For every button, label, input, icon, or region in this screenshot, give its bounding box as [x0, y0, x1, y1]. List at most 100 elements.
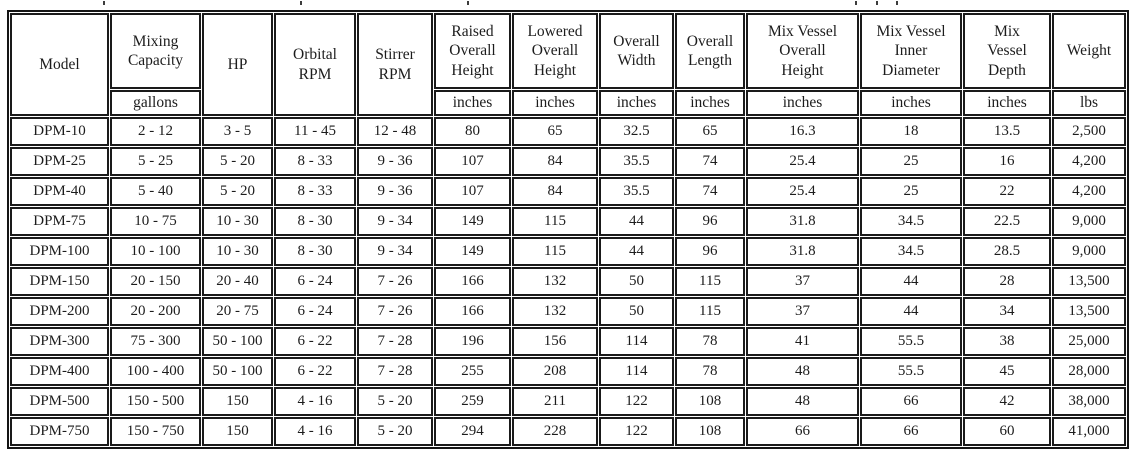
model-cell: DPM-300: [10, 327, 109, 356]
spec-value-cell: 35.5: [599, 177, 674, 206]
spec-value-cell: 132: [512, 267, 598, 296]
spec-value-cell: 4 - 16: [274, 417, 356, 446]
spec-value-cell: 149: [434, 207, 511, 236]
spec-value-cell: 122: [599, 417, 674, 446]
spec-value-cell: 5 - 20: [202, 147, 273, 176]
spec-value-cell: 255: [434, 357, 511, 386]
spec-value-cell: 115: [675, 297, 745, 326]
spec-value-cell: 6 - 22: [274, 357, 356, 386]
spec-value-cell: 150 - 500: [110, 387, 201, 416]
spec-value-cell: 9,000: [1052, 237, 1126, 266]
spec-value-cell: 42: [963, 387, 1051, 416]
table-row: DPM-75 10 - 75 10 - 30 8 - 30 9 - 34 149 115 44…: [10, 207, 1126, 236]
spec-value-cell: 9 - 34: [357, 207, 433, 236]
spec-value-cell: 10 - 75: [110, 207, 201, 236]
table-row: DPM-200 20 - 200 20 - 75 6 - 24 7 - 26 166 132…: [10, 297, 1126, 326]
spec-value-cell: 44: [599, 207, 674, 236]
spec-value-cell: 38: [963, 327, 1051, 356]
spec-value-cell: 25.4: [746, 147, 859, 176]
spec-value-cell: 5 - 20: [357, 417, 433, 446]
spec-value-cell: 44: [860, 297, 962, 326]
col-header-mix-vessel-depth: Mix Vessel Depth: [963, 13, 1051, 89]
spec-value-cell: 28,000: [1052, 357, 1126, 386]
text-fragment-mark: [300, 1, 302, 5]
col-header-mix-vessel-overall-height: Mix Vessel Overall Height: [746, 13, 859, 89]
table-row: DPM-300 75 - 300 50 - 100 6 - 22 7 - 28 196 15…: [10, 327, 1126, 356]
header-row-main: Model Mixing Capacity HP Orbital RPM Sti…: [10, 13, 1126, 116]
spec-value-cell: 108: [675, 387, 745, 416]
table-header: Model Mixing Capacity HP Orbital RPM Sti…: [10, 13, 1126, 116]
spec-value-cell: 25,000: [1052, 327, 1126, 356]
spec-value-cell: 9 - 36: [357, 147, 433, 176]
spec-value-cell: 10 - 30: [202, 207, 273, 236]
spec-value-cell: 8 - 33: [274, 177, 356, 206]
spec-value-cell: 122: [599, 387, 674, 416]
spec-value-cell: 6 - 24: [274, 297, 356, 326]
spec-value-cell: 7 - 26: [357, 267, 433, 296]
model-cell: DPM-200: [10, 297, 109, 326]
model-cell: DPM-75: [10, 207, 109, 236]
spec-value-cell: 5 - 20: [357, 387, 433, 416]
spec-value-cell: 115: [512, 237, 598, 266]
spec-value-cell: 114: [599, 327, 674, 356]
table-row: DPM-100 10 - 100 10 - 30 8 - 30 9 - 34 149 115…: [10, 237, 1126, 266]
spec-value-cell: 11 - 45: [274, 117, 356, 146]
col-header-overall-length: Overall Length: [675, 13, 745, 89]
unit-header-inches: inches: [746, 90, 859, 116]
spec-value-cell: 55.5: [860, 327, 962, 356]
spec-value-cell: 2,500: [1052, 117, 1126, 146]
spec-value-cell: 74: [675, 177, 745, 206]
unit-header-lbs: lbs: [1052, 90, 1126, 116]
spec-value-cell: 150: [202, 387, 273, 416]
spec-table-container: Model Mixing Capacity HP Orbital RPM Sti…: [7, 10, 1129, 449]
unit-header-inches: inches: [963, 90, 1051, 116]
spec-value-cell: 8 - 30: [274, 207, 356, 236]
spec-table: Model Mixing Capacity HP Orbital RPM Sti…: [9, 12, 1127, 447]
spec-value-cell: 114: [599, 357, 674, 386]
spec-value-cell: 74: [675, 147, 745, 176]
spec-value-cell: 196: [434, 327, 511, 356]
spec-value-cell: 84: [512, 177, 598, 206]
spec-value-cell: 48: [746, 357, 859, 386]
table-row: DPM-150 20 - 150 20 - 40 6 - 24 7 - 26 166 132…: [10, 267, 1126, 296]
spec-value-cell: 20 - 200: [110, 297, 201, 326]
model-cell: DPM-400: [10, 357, 109, 386]
spec-value-cell: 156: [512, 327, 598, 356]
spec-value-cell: 10 - 100: [110, 237, 201, 266]
table-row: DPM-40 5 - 40 5 - 20 8 - 33 9 - 36 107 84 35.5 7…: [10, 177, 1126, 206]
spec-value-cell: 294: [434, 417, 511, 446]
spec-value-cell: 41: [746, 327, 859, 356]
col-header-orbital-rpm: Orbital RPM: [274, 13, 356, 116]
table-row: DPM-25 5 - 25 5 - 20 8 - 33 9 - 36 107 84 35.5 7…: [10, 147, 1126, 176]
unit-header-inches: inches: [512, 90, 598, 116]
spec-value-cell: 259: [434, 387, 511, 416]
spec-value-cell: 50: [599, 267, 674, 296]
spec-value-cell: 66: [860, 387, 962, 416]
spec-value-cell: 8 - 30: [274, 237, 356, 266]
spec-value-cell: 150: [202, 417, 273, 446]
col-header-overall-width: Overall Width: [599, 13, 674, 89]
spec-value-cell: 20 - 150: [110, 267, 201, 296]
spec-value-cell: 45: [963, 357, 1051, 386]
spec-value-cell: 50: [599, 297, 674, 326]
spec-value-cell: 100 - 400: [110, 357, 201, 386]
spec-value-cell: 166: [434, 267, 511, 296]
spec-value-cell: 4 - 16: [274, 387, 356, 416]
col-header-raised-overall-height: Raised Overall Height: [434, 13, 511, 89]
spec-value-cell: 9,000: [1052, 207, 1126, 236]
spec-value-cell: 4,200: [1052, 177, 1126, 206]
spec-value-cell: 115: [675, 267, 745, 296]
col-header-mix-vessel-inner-diameter: Mix Vessel Inner Diameter: [860, 13, 962, 89]
spec-value-cell: 150 - 750: [110, 417, 201, 446]
spec-value-cell: 25: [860, 177, 962, 206]
spec-value-cell: 31.8: [746, 237, 859, 266]
spec-value-cell: 34: [963, 297, 1051, 326]
spec-value-cell: 16.3: [746, 117, 859, 146]
spec-value-cell: 35.5: [599, 147, 674, 176]
spec-value-cell: 5 - 40: [110, 177, 201, 206]
spec-value-cell: 208: [512, 357, 598, 386]
spec-value-cell: 9 - 36: [357, 177, 433, 206]
spec-value-cell: 20 - 40: [202, 267, 273, 296]
model-cell: DPM-500: [10, 387, 109, 416]
model-cell: DPM-10: [10, 117, 109, 146]
